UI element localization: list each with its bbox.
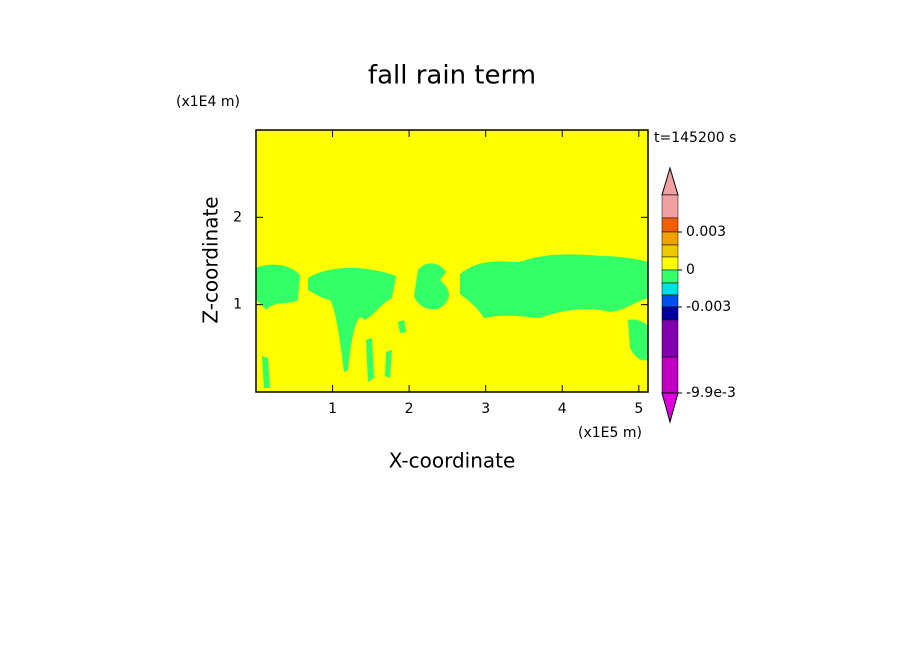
colorbar-box	[661, 306, 679, 321]
x-axis-label: X-coordinate	[389, 449, 516, 473]
x-tick-label: 1	[328, 401, 337, 417]
field-region	[398, 320, 406, 333]
colorbar-label: -9.9e-3	[686, 385, 736, 401]
x-tick-label: 5	[634, 401, 643, 417]
colorbar-box	[661, 319, 679, 358]
colorbar-box	[661, 217, 679, 233]
field-region	[262, 356, 270, 388]
annotation: t=145200 s	[654, 130, 736, 146]
field-region	[256, 264, 300, 310]
colorbar-box	[661, 269, 679, 284]
colorbar-box	[661, 282, 679, 296]
colorbar-box	[661, 256, 679, 271]
colorbar: 0.003 0 -0.003 -9.9e-3	[661, 166, 736, 424]
y-tick-label: 2	[233, 209, 242, 225]
y-unit: (x1E4 m)	[176, 94, 240, 110]
field-region	[385, 350, 392, 378]
colorbar-label: -0.003	[686, 299, 731, 315]
y-tick-label: 1	[233, 297, 242, 313]
x-unit: (x1E5 m)	[578, 425, 642, 441]
y-axis-label: Z-coordinate	[199, 196, 223, 323]
field-region	[308, 268, 396, 372]
x-tick-label: 4	[558, 401, 567, 417]
field	[256, 254, 648, 388]
chart-title: fall rain term	[368, 61, 536, 91]
colorbar-box	[661, 194, 679, 219]
colorbar-label: 0	[686, 262, 695, 278]
colorbar-triangle	[661, 392, 679, 424]
colorbar-box	[661, 356, 679, 394]
field-region	[460, 254, 648, 318]
colorbar-box	[661, 244, 679, 258]
field-region	[628, 319, 648, 361]
colorbar-box	[661, 231, 679, 246]
x-tick-label: 2	[405, 401, 414, 417]
colorbar-label: 0.003	[686, 224, 726, 240]
plot-frame	[255, 129, 649, 393]
x-tick-label: 3	[481, 401, 490, 417]
colorbar-box	[661, 294, 679, 308]
field-region	[414, 263, 449, 310]
field-region	[366, 338, 374, 382]
